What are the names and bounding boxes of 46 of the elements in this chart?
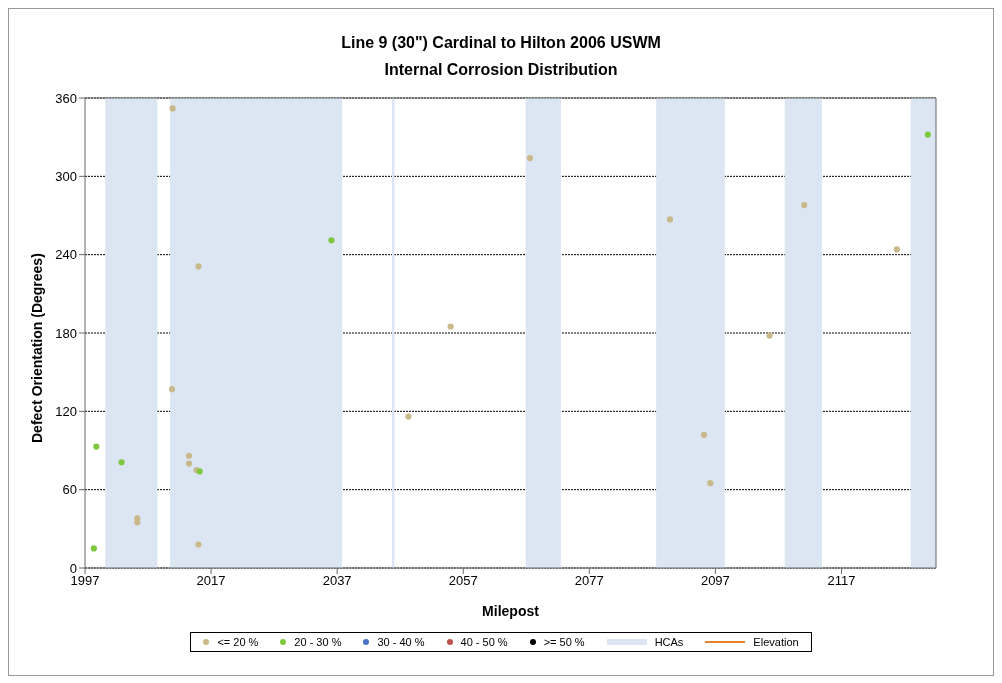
- point: [766, 332, 773, 339]
- point: [707, 480, 714, 487]
- y-tick-label: 60: [62, 482, 77, 498]
- point: [185, 452, 193, 459]
- y-tick-label: 180: [55, 325, 77, 341]
- point: [185, 460, 193, 467]
- x-tick-label: 2117: [827, 573, 856, 589]
- chart-title: Line 9 (30") Cardinal to Hilton 2006 USWM: [340, 33, 662, 53]
- point: [447, 323, 454, 330]
- x-tick-label: 1997: [70, 573, 100, 589]
- legend-label: 40 - 50 %: [460, 636, 508, 648]
- point: [893, 246, 901, 253]
- legend-label: Elevation: [753, 636, 799, 648]
- legend-label: <= 20 %: [217, 636, 259, 648]
- legend-label: 20 - 30 %: [294, 636, 342, 648]
- point: [195, 541, 202, 548]
- point: [924, 131, 931, 138]
- point: [134, 515, 141, 522]
- point: [168, 386, 176, 393]
- y-tick-label: 120: [55, 403, 77, 419]
- x-tick-label: 2077: [574, 573, 604, 589]
- point: [169, 105, 176, 112]
- point: [666, 216, 674, 223]
- y-tick-label: 300: [55, 168, 77, 184]
- point: [195, 263, 202, 270]
- point: [405, 413, 412, 420]
- point: [328, 237, 335, 244]
- x-axis-title: Milepost: [482, 603, 540, 619]
- point: [90, 545, 97, 552]
- y-tick-label: 0: [69, 560, 77, 576]
- x-tick-label: 2017: [196, 573, 226, 589]
- point: [700, 431, 708, 438]
- chart-subtitle: Internal Corrosion Distribution: [383, 60, 619, 80]
- legend-label: 30 - 40 %: [377, 636, 425, 648]
- y-axis-title: Defect Orientation (Degrees): [28, 253, 45, 443]
- point: [801, 201, 808, 209]
- x-tick-label: 2057: [448, 573, 478, 589]
- x-tick-label: 2037: [322, 573, 352, 589]
- y-tick-label: 360: [55, 90, 77, 106]
- point: [118, 459, 125, 466]
- x-tick-label: 2097: [700, 573, 730, 589]
- legend-label: HCAs: [654, 636, 684, 648]
- y-tick-label: 240: [55, 247, 77, 263]
- point: [526, 154, 534, 162]
- point: [93, 443, 100, 450]
- legend-label: >= 50 %: [543, 636, 585, 648]
